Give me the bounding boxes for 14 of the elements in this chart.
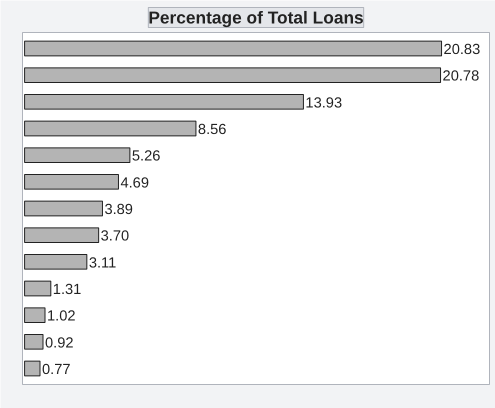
data-label: 3.70 <box>100 228 130 245</box>
data-label: 3.89 <box>104 202 133 218</box>
data-label: 0.92 <box>45 335 74 352</box>
data-label: 20.83 <box>444 42 480 58</box>
data-label: 13.93 <box>305 95 342 112</box>
chart-title: Percentage of Total Loans <box>148 8 364 28</box>
data-label: 20.78 <box>442 68 480 85</box>
data-label: 3.11 <box>88 255 116 272</box>
data-label: 5.26 <box>132 148 160 165</box>
data-label: 4.69 <box>120 175 149 192</box>
data-label: 1.02 <box>47 308 76 325</box>
data-label: 1.31 <box>52 282 82 298</box>
data-label: 8.56 <box>198 122 226 138</box>
data-label: 0.77 <box>42 362 71 378</box>
